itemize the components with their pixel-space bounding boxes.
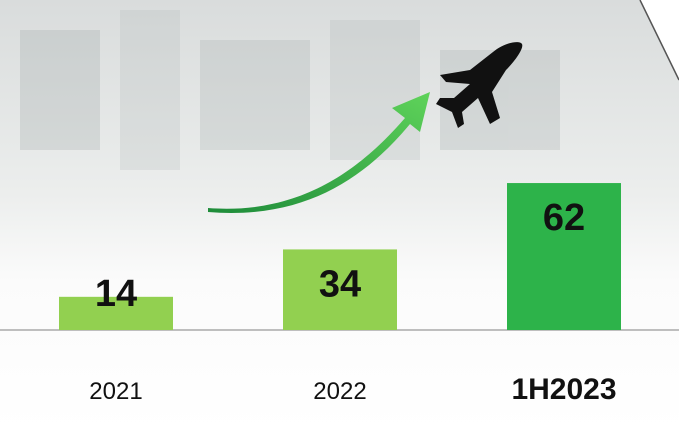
x-tick-label: 1H2023 [511,373,616,406]
x-tick-label: 2022 [313,378,366,405]
value-label: 14 [95,273,137,315]
chart: 14 2021 34 2022 62 1H2023 [0,0,679,432]
value-label: 34 [319,263,361,305]
x-tick-label: 2021 [89,378,142,405]
value-label: 62 [543,197,585,239]
